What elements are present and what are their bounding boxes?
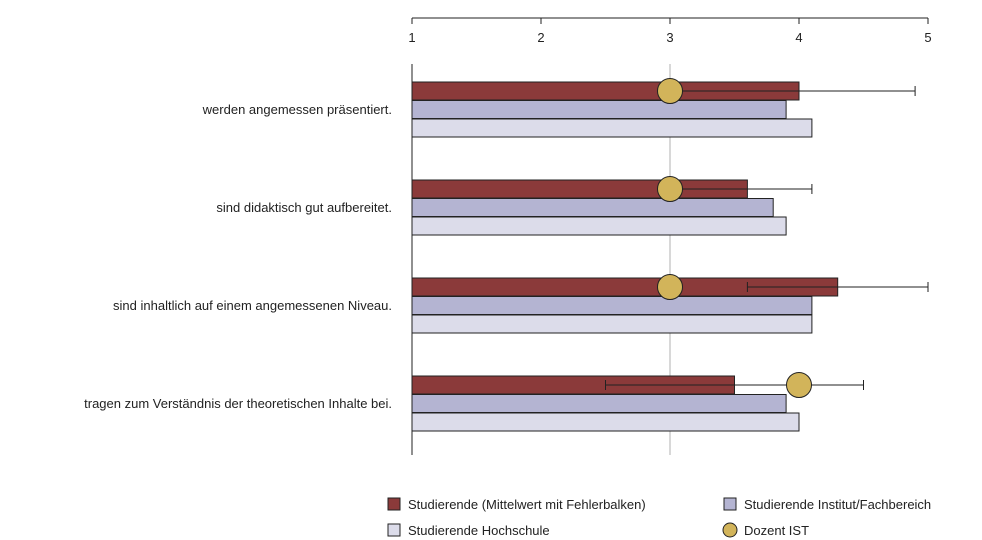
marker-dozent <box>657 78 683 104</box>
marker-dozent <box>657 274 683 300</box>
marker-layer <box>605 78 929 398</box>
label-layer: 1 2 3 4 5 werden angemessen präsentiert. sind … <box>84 30 931 411</box>
legend-label: Studierende Institut/Fachbereich <box>744 497 931 512</box>
bar-series-3 <box>411 118 813 138</box>
category-label: tragen zum Verständnis der theoretischen… <box>84 396 392 411</box>
x-tick-label: 2 <box>537 30 544 45</box>
bar-series-3 <box>411 314 813 334</box>
legend-swatch <box>387 523 401 537</box>
category-label: sind didaktisch gut aufbereitet. <box>216 200 392 215</box>
legend-label: Dozent IST <box>744 523 809 538</box>
marker-dozent <box>657 176 683 202</box>
category-label: werden angemessen präsentiert. <box>202 102 392 117</box>
bar-series-3 <box>411 412 800 432</box>
bar-series-2 <box>411 100 787 119</box>
x-tick-label: 4 <box>795 30 802 45</box>
legend-swatch <box>723 497 737 511</box>
bar-series-3 <box>411 216 787 236</box>
x-tick-label: 5 <box>924 30 931 45</box>
bar-series-2 <box>411 394 787 413</box>
legend-layer: Studierende (Mittelwert mit Fehlerbalken… <box>387 497 931 538</box>
marker-dozent <box>786 372 812 398</box>
x-tick-label: 3 <box>666 30 673 45</box>
legend-label: Studierende (Mittelwert mit Fehlerbalken… <box>408 497 646 512</box>
legend-label: Studierende Hochschule <box>408 523 550 538</box>
category-label: sind inhaltlich auf einem angemessenen N… <box>113 298 392 313</box>
bar-series-2 <box>411 198 774 217</box>
legend-swatch <box>722 522 738 538</box>
bar-series-2 <box>411 296 813 315</box>
x-tick-label: 1 <box>408 30 415 45</box>
bar-layer <box>411 81 839 432</box>
legend-swatch <box>387 497 401 511</box>
